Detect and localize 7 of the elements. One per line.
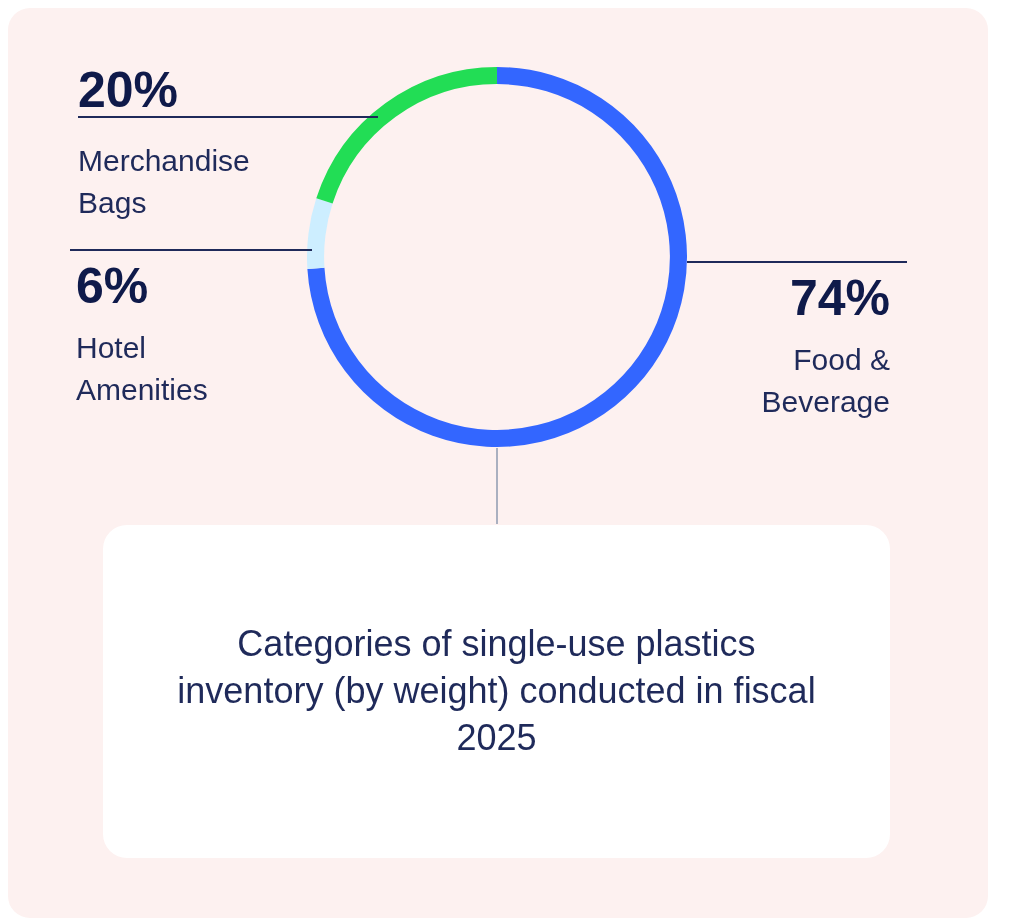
slice-label: Merchandise Bags: [78, 144, 250, 220]
slice-label: Food & Beverage: [761, 343, 890, 419]
data-label: 6%: [76, 257, 149, 314]
data-label: 74%: [789, 269, 890, 326]
text: Categories of single-use plastics inventory (by weight) conducted in fiscal 2025: [103, 525, 890, 858]
data-label: 20%: [78, 62, 179, 118]
slice-label: Hotel Amenities: [76, 331, 208, 407]
